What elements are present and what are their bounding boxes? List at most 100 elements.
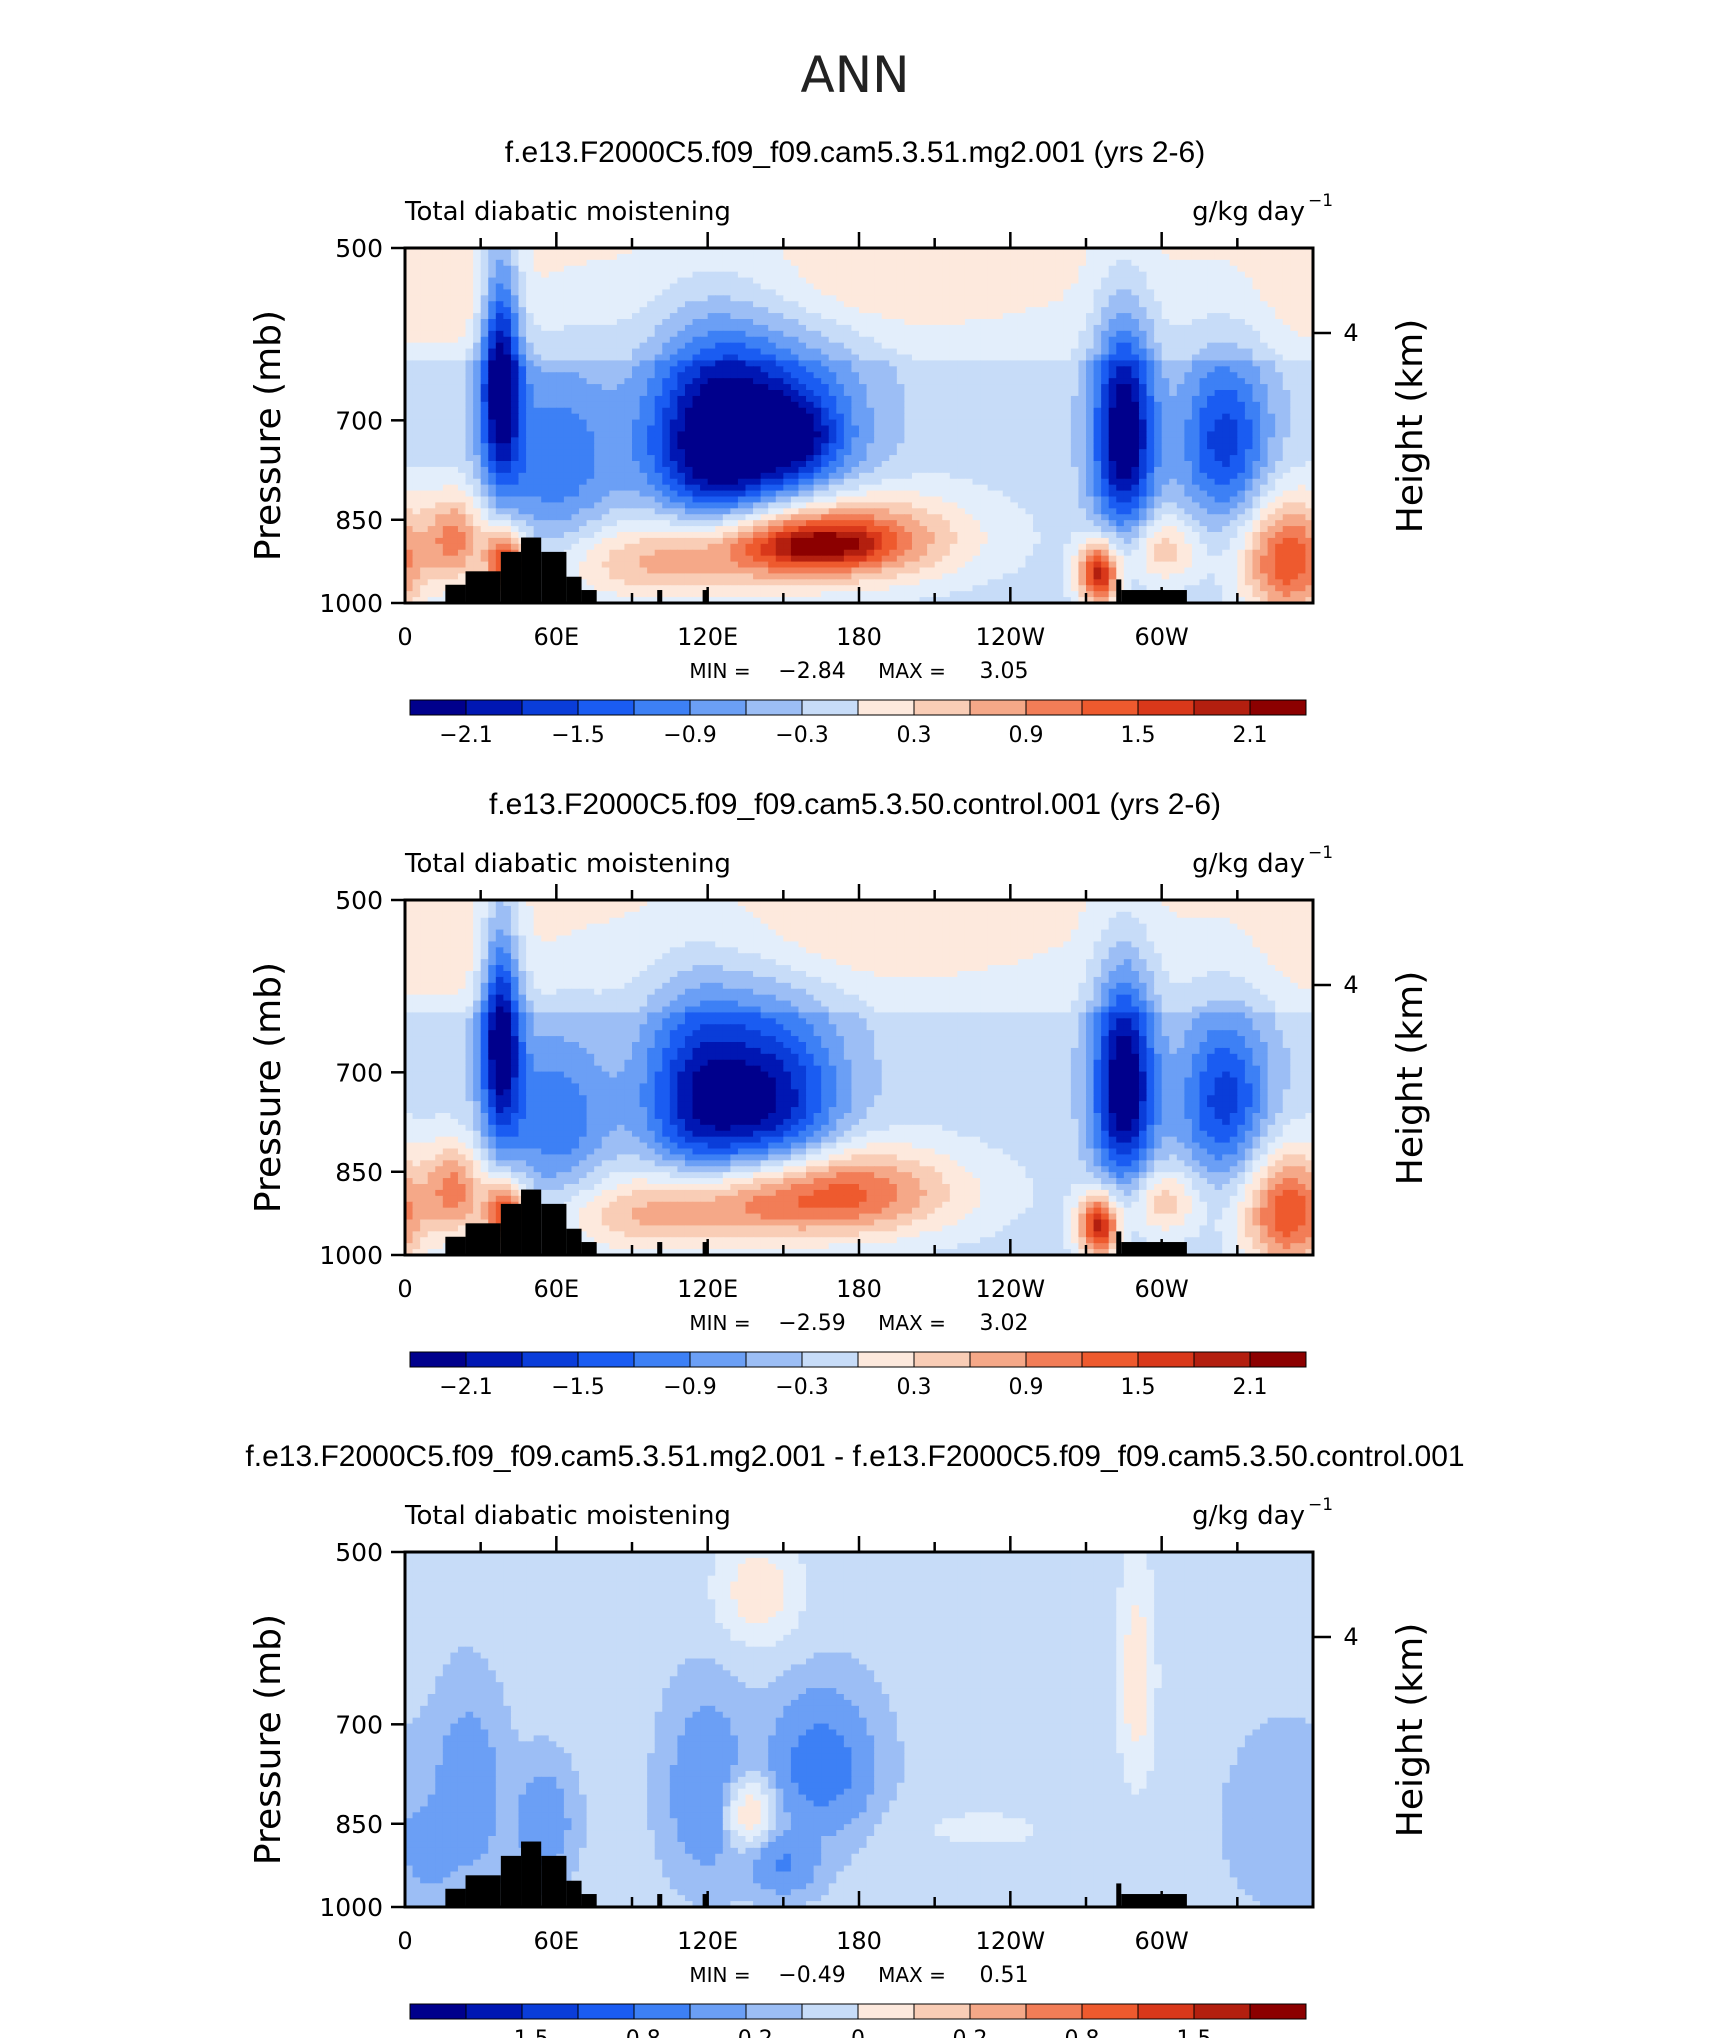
- heatmap-cell: [904, 289, 912, 296]
- heatmap-cell: [511, 325, 519, 332]
- heatmap-cell: [677, 372, 685, 379]
- heatmap-cell: [1116, 343, 1124, 350]
- heatmap-cell: [965, 307, 973, 314]
- heatmap-cell: [980, 349, 988, 356]
- heatmap-cell: [677, 485, 685, 492]
- heatmap-cell: [1116, 278, 1124, 285]
- heatmap-cell: [776, 337, 784, 344]
- heatmap-cell: [1041, 455, 1049, 462]
- heatmap-cell: [594, 266, 602, 273]
- heatmap-cell: [942, 307, 950, 314]
- heatmap-cell: [571, 479, 579, 486]
- heatmap-cell: [1200, 426, 1208, 433]
- heatmap-cell: [859, 431, 867, 438]
- heatmap-cell: [1003, 313, 1011, 320]
- heatmap-cell: [435, 408, 443, 415]
- heatmap-cell: [844, 390, 852, 397]
- heatmap-cell: [1071, 355, 1079, 362]
- heatmap-cell: [935, 390, 943, 397]
- heatmap-cell: [1162, 431, 1170, 438]
- heatmap-cell: [957, 343, 965, 350]
- heatmap-cell: [920, 372, 928, 379]
- heatmap-cell: [541, 372, 549, 379]
- heatmap-cell: [1154, 254, 1162, 261]
- heatmap-cell: [1252, 408, 1260, 415]
- heatmap-cell: [776, 461, 784, 468]
- heatmap-cell: [534, 337, 542, 344]
- heatmap-cell: [912, 372, 920, 379]
- heatmap-cell: [511, 485, 519, 492]
- heatmap-cell: [1086, 278, 1094, 285]
- heatmap-cell: [534, 254, 542, 261]
- heatmap-cell: [677, 289, 685, 296]
- heatmap-cell: [488, 295, 496, 302]
- heatmap-cell: [700, 485, 708, 492]
- heatmap-cell: [942, 443, 950, 450]
- heatmap-cell: [571, 366, 579, 373]
- heatmap-cell: [450, 343, 458, 350]
- heatmap-cell: [723, 443, 731, 450]
- heatmap-cell: [594, 461, 602, 468]
- heatmap-cell: [534, 384, 542, 391]
- heatmap-cell: [435, 260, 443, 267]
- heatmap-cell: [428, 372, 436, 379]
- heatmap-cell: [435, 372, 443, 379]
- heatmap-cell: [761, 420, 769, 427]
- heatmap-cell: [708, 331, 716, 338]
- heatmap-cell: [624, 426, 632, 433]
- heatmap-cell: [693, 284, 701, 291]
- heatmap-cell: [1154, 414, 1162, 421]
- heatmap-cell: [1018, 355, 1026, 362]
- heatmap-cell: [624, 420, 632, 427]
- heatmap-cell: [851, 266, 859, 273]
- heatmap-cell: [723, 402, 731, 409]
- heatmap-cell: [1207, 455, 1215, 462]
- heatmap-cell: [904, 272, 912, 279]
- heatmap-cell: [1275, 295, 1283, 302]
- heatmap-cell: [1215, 337, 1223, 344]
- heatmap-cell: [814, 295, 822, 302]
- heatmap-cell: [1230, 449, 1238, 456]
- heatmap-cell: [541, 266, 549, 273]
- heatmap-cell: [503, 301, 511, 308]
- heatmap-cell: [693, 372, 701, 379]
- heatmap-cell: [844, 402, 852, 409]
- heatmap-cell: [973, 301, 981, 308]
- heatmap-cell: [488, 402, 496, 409]
- heatmap-cell: [859, 272, 867, 279]
- heatmap-cell: [556, 319, 564, 326]
- heatmap-cell: [496, 443, 504, 450]
- heatmap-cell: [1283, 331, 1291, 338]
- heatmap-cell: [413, 349, 421, 356]
- heatmap-cell: [587, 491, 595, 498]
- heatmap-cell: [882, 461, 890, 468]
- heatmap-cell: [1116, 254, 1124, 261]
- heatmap-cell: [624, 396, 632, 403]
- heatmap-cell: [1147, 378, 1155, 385]
- heatmap-cell: [791, 278, 799, 285]
- heatmap-cell: [1177, 414, 1185, 421]
- heatmap-cell: [1230, 278, 1238, 285]
- heatmap-cell: [1139, 301, 1147, 308]
- heatmap-cell: [920, 479, 928, 486]
- heatmap-cell: [882, 289, 890, 296]
- units-label: g/kg day: [1192, 197, 1305, 227]
- heatmap-cell: [1086, 443, 1094, 450]
- heatmap-cell: [791, 325, 799, 332]
- heatmap-cell: [746, 396, 754, 403]
- heatmap-cell: [670, 331, 678, 338]
- heatmap-cell: [1275, 372, 1283, 379]
- heatmap-cell: [624, 289, 632, 296]
- heatmap-cell: [1124, 301, 1132, 308]
- heatmap-cell: [1192, 414, 1200, 421]
- heatmap-cell: [541, 260, 549, 267]
- heatmap-cell: [1283, 307, 1291, 314]
- heatmap-cell: [1245, 301, 1253, 308]
- heatmap-cell: [435, 337, 443, 344]
- heatmap-cell: [995, 384, 1003, 391]
- heatmap-cell: [549, 278, 557, 285]
- heatmap-cell: [836, 355, 844, 362]
- heatmap-cell: [511, 272, 519, 279]
- heatmap-cell: [761, 272, 769, 279]
- heatmap-cell: [420, 455, 428, 462]
